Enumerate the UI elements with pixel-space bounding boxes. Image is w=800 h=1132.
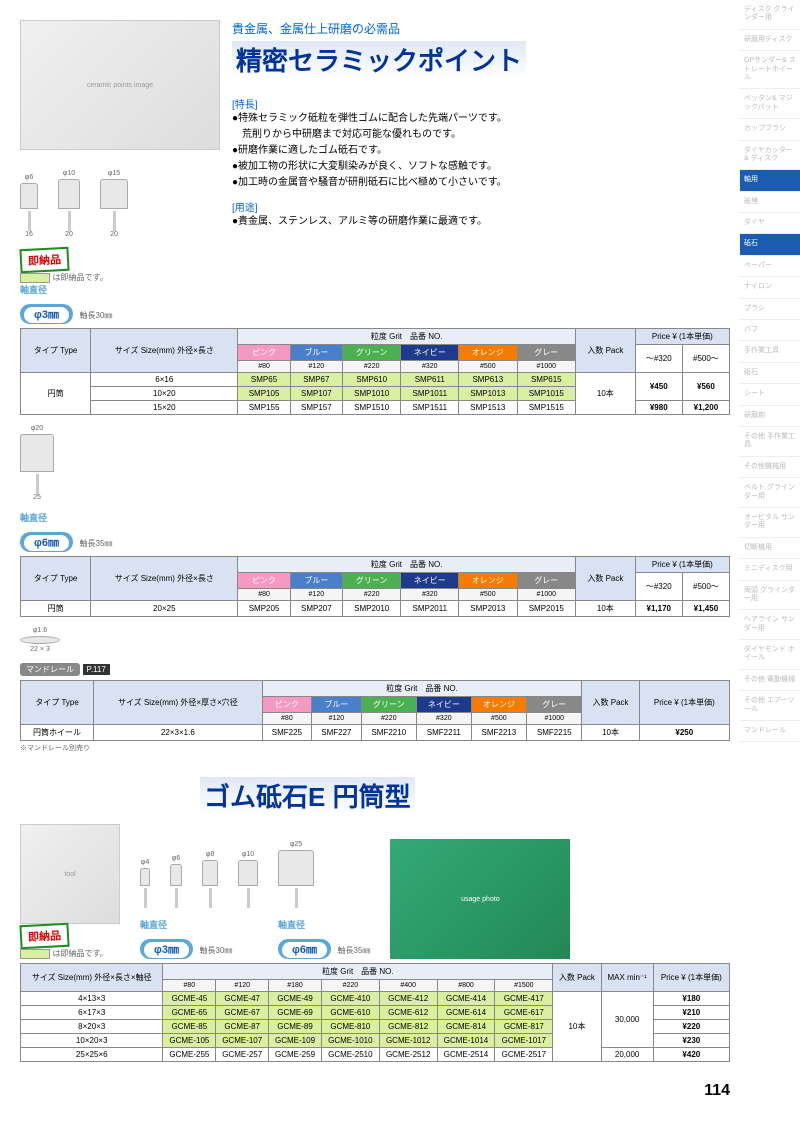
sidebar-item[interactable]: 手作業工具 [740, 341, 800, 362]
dimension-diagram-wheel: φ1.622 × 3 [20, 627, 730, 653]
sidebar-item[interactable]: ベルト グラインダー用 [740, 478, 800, 508]
sidebar-item[interactable]: 研磨剤 [740, 406, 800, 427]
title: 精密セラミックポイント [232, 41, 526, 78]
sidebar-item[interactable]: 砥埋 [740, 192, 800, 213]
sidebar-item[interactable]: オービタル サンダー用 [740, 508, 800, 538]
sidebar-item[interactable]: 両頭 グラインダー用 [740, 581, 800, 611]
dimension-diagrams-3mm: φ616 φ1020 φ1520 [20, 170, 220, 238]
page-number: 114 [20, 1082, 730, 1100]
sidebar-item[interactable]: ベッタン& マジックパット [740, 89, 800, 119]
sidebar-item[interactable]: ディスク グラインダー用 [740, 0, 800, 30]
shaft-label-2: 軸直径 [20, 511, 730, 524]
phi6-badge: φ6㎜ [20, 532, 73, 552]
sokuryo-swatch-2 [20, 949, 50, 959]
product-image: ceramic points image [20, 20, 220, 150]
table-1: タイプ Type サイズ Size(mm) 外径×長さ 粒度 Grit 品番 N… [20, 328, 730, 415]
mandrel-page: P.117 [83, 664, 110, 675]
sidebar-item[interactable]: 砥石 [740, 234, 800, 255]
sidebar-item[interactable]: カップブラシ [740, 119, 800, 140]
sidebar-item[interactable]: マンドレール [740, 721, 800, 742]
usage-label: [用途] [232, 199, 730, 214]
table-2: タイプ Type サイズ Size(mm) 外径×長さ 粒度 Grit 品番 N… [20, 556, 730, 617]
sidebar-item[interactable]: 軸用 [740, 170, 800, 191]
sidebar-item[interactable]: バフ [740, 320, 800, 341]
dimension-diagram-6mm: φ2025 [20, 425, 730, 501]
phi3-sub: 軸長30㎜ [80, 310, 113, 321]
usage-photo: usage photo [390, 839, 570, 959]
mandrel-badge: マンドレール [20, 663, 80, 676]
sidebar-item[interactable]: その他 電動機械 [740, 670, 800, 691]
table-3: タイプ Type サイズ Size(mm) 外径×厚さ×穴径 粒度 Grit 品… [20, 680, 730, 741]
sidebar-item[interactable]: ミニディスク用 [740, 559, 800, 580]
title-2: ゴム砥石E 円筒型 [200, 777, 415, 814]
subtitle: 貴金属、金属仕上研磨の必需品 [232, 20, 730, 37]
shaft-label-1: 軸直径 [20, 283, 730, 296]
p2-dim3: φ4 φ6 φ8 φ10 [140, 851, 258, 908]
sidebar-item[interactable]: ナイロン [740, 277, 800, 298]
p2-dim6: φ25 [278, 841, 370, 908]
sidebar-item[interactable]: 研磨用ディスク [740, 30, 800, 51]
sokuryo-note: は即納品です。 [53, 273, 108, 282]
sidebar: ディスク グラインダー用研磨用ディスクGPサンダー& ストレートホイールベッタン… [740, 0, 800, 742]
sidebar-item[interactable]: ダイヤ [740, 213, 800, 234]
product2-image: tool [20, 824, 120, 924]
sidebar-item[interactable]: ダイヤモンド ホイール [740, 640, 800, 670]
sokuryo-badge-2: 即納品 [19, 923, 69, 950]
phi6-sub: 軸長35㎜ [80, 538, 113, 549]
sidebar-item[interactable]: その他機械用 [740, 457, 800, 478]
sidebar-item[interactable]: 切断機用 [740, 538, 800, 559]
sidebar-item[interactable]: ブラシ [740, 299, 800, 320]
features-label: [特長] [232, 96, 730, 111]
sidebar-item[interactable]: シート [740, 384, 800, 405]
phi3-badge: φ3㎜ [20, 304, 73, 324]
sokuryo-badge: 即納品 [19, 247, 69, 274]
mandrel-note: ※マンドレール別売り [20, 743, 730, 753]
p2-phi3: φ3㎜ [140, 939, 193, 959]
table-4: サイズ Size(mm) 外径×長さ×軸径 粒度 Grit 品番 NO. 入数 … [20, 963, 730, 1062]
sidebar-item[interactable]: ペーパー [740, 256, 800, 277]
sokuryo-swatch [20, 273, 50, 283]
usage-list: ●貴金属、ステンレス、アルミ等の研磨作業に最適です。 [232, 214, 730, 230]
sidebar-item[interactable]: 砥石 [740, 363, 800, 384]
sidebar-item[interactable]: その他 エアーツール [740, 691, 800, 721]
features-list: ●特殊セラミック砥粒を弾性ゴムに配合した先端パーツです。 荒削りから中研磨まで対… [232, 111, 730, 191]
p2-phi6: φ6㎜ [278, 939, 331, 959]
sidebar-item[interactable]: その他 手作業工具 [740, 427, 800, 457]
sidebar-item[interactable]: GPサンダー& ストレートホイール [740, 51, 800, 89]
sidebar-item[interactable]: ダイヤカッター& ディスク [740, 141, 800, 171]
sidebar-item[interactable]: ヘアライン サンダー用 [740, 610, 800, 640]
sokuryo-note-2: は即納品です。 [53, 949, 108, 958]
